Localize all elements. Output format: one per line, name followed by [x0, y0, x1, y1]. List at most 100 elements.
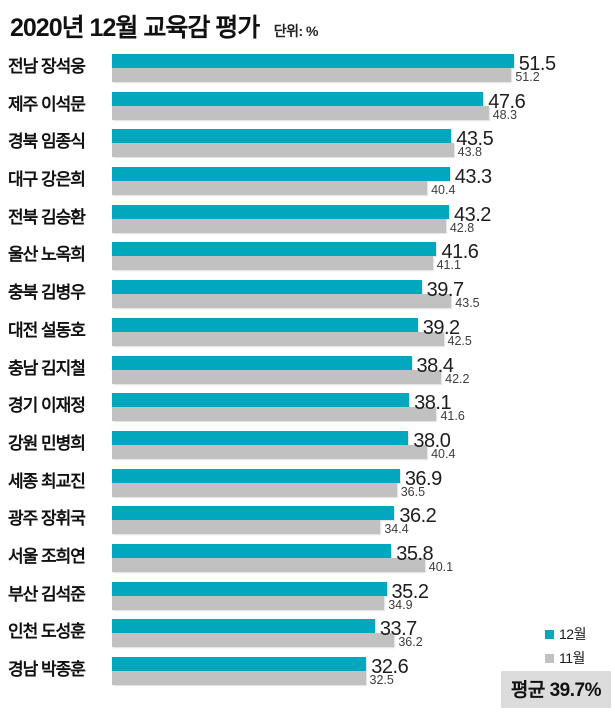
november-bar-line: 42.5 [112, 331, 472, 348]
november-value: 42.8 [449, 220, 475, 235]
november-value: 42.2 [445, 371, 470, 386]
november-bar-line: 48.3 [112, 105, 525, 122]
november-bar-line: 32.5 [112, 671, 408, 687]
november-bar-line: 43.5 [112, 294, 480, 310]
chart-row: 광주 장휘국 36.2 34.4 [0, 502, 615, 540]
row-bars: 47.6 48.3 [112, 90, 526, 122]
row-label: 대구 강은희 [8, 170, 86, 190]
november-bar-line: 41.1 [112, 256, 478, 273]
december-value: 33.7 [379, 618, 417, 641]
row-bars: 43.3 40.4 [112, 167, 492, 197]
november-bar-line: 41.6 [112, 407, 465, 424]
december-value: 47.6 [488, 90, 526, 113]
row-bars: 36.9 36.5 [112, 468, 442, 499]
november-swatch-icon [545, 654, 554, 663]
row-bars: 38.0 40.4 [112, 429, 456, 461]
row-label: 강원 민병희 [8, 433, 86, 453]
chart-row: 세종 최교진 36.9 36.5 [0, 465, 615, 503]
december-value: 38.0 [413, 429, 451, 452]
december-bar [112, 581, 387, 596]
november-bar [112, 407, 437, 422]
december-bar-line: 43.2 [112, 204, 491, 225]
december-bar-line: 38.4 [112, 354, 470, 377]
november-value: 34.4 [384, 522, 409, 537]
average-badge: 평균 39.7% [500, 671, 611, 708]
december-bar-line: 35.8 [112, 542, 453, 565]
november-bar [112, 256, 433, 271]
chart-row: 울산 노옥희 41.6 41.1 [0, 238, 615, 276]
november-bar [112, 218, 446, 233]
chart-rows: 전남 장석웅 51.5 51.2 제주 이석문 47.6 [0, 50, 615, 691]
row-bars: 35.8 40.1 [112, 542, 453, 574]
row-label: 서울 조희연 [8, 546, 86, 566]
row-label: 경기 이재정 [8, 396, 86, 416]
chart-row: 제주 이석문 47.6 48.3 [0, 88, 615, 126]
november-bar-line: 36.5 [112, 482, 442, 499]
december-bar [112, 468, 400, 483]
december-bar [112, 657, 367, 671]
december-value: 35.8 [396, 542, 434, 565]
chart-row: 대전 설동호 39.2 42.5 [0, 314, 615, 352]
november-value: 48.3 [492, 107, 518, 122]
row-label: 전북 김승환 [8, 207, 86, 227]
december-bar-line: 39.7 [112, 280, 480, 300]
november-bar [112, 595, 385, 610]
december-bar-line: 38.1 [112, 393, 465, 413]
december-bar [112, 506, 395, 521]
december-bar [112, 280, 422, 295]
december-bar [112, 129, 452, 144]
november-bar [112, 369, 442, 384]
december-value: 51.5 [518, 53, 556, 75]
december-bar [112, 91, 484, 106]
december-bar-line: 36.2 [112, 505, 437, 528]
december-bar-line: 39.2 [112, 317, 472, 338]
november-bar-line: 40.4 [112, 181, 492, 197]
chart-row: 강원 민병희 38.0 40.4 [0, 427, 615, 465]
november-bar-line: 40.1 [112, 557, 453, 574]
november-value: 32.5 [369, 673, 394, 687]
november-value: 51.2 [515, 70, 540, 84]
chart-row: 충남 김지철 38.4 42.2 [0, 352, 615, 390]
december-bar-line: 51.5 [112, 53, 556, 75]
november-bar-line: 34.4 [112, 520, 436, 537]
november-bar [112, 294, 452, 309]
december-value: 38.4 [416, 354, 454, 377]
november-bar [112, 520, 381, 535]
december-bar-line: 47.6 [112, 90, 526, 113]
chart-row: 충북 김병우 39.7 43.5 [0, 276, 615, 314]
december-value: 35.2 [391, 580, 429, 603]
row-bars: 43.5 43.8 [112, 129, 494, 160]
december-bar-line: 43.5 [112, 129, 494, 149]
november-value: 36.2 [398, 635, 423, 650]
row-label: 충남 김지철 [8, 358, 86, 378]
december-bar-line: 41.6 [112, 242, 479, 262]
november-bar [112, 633, 395, 648]
november-value: 41.1 [436, 258, 461, 273]
december-bar [112, 54, 514, 68]
november-bar [112, 105, 489, 120]
row-bars: 39.7 43.5 [112, 280, 480, 310]
row-label: 세종 최교진 [8, 471, 86, 491]
december-bar [112, 204, 449, 219]
december-bar-line: 32.6 [112, 657, 409, 677]
row-label: 전남 장석웅 [8, 57, 86, 76]
chart-row: 경남 박종훈 32.6 32.5 [0, 653, 615, 691]
legend-item-december: 12월 [545, 627, 586, 642]
november-bar [112, 557, 425, 572]
november-bar-line: 40.4 [112, 444, 456, 461]
legend-item-november: 11월 [545, 651, 586, 666]
december-value: 36.2 [399, 505, 437, 528]
november-bar [112, 331, 444, 346]
november-value: 43.8 [457, 145, 482, 160]
november-bar [112, 68, 512, 82]
row-label: 충북 김병우 [8, 283, 86, 303]
november-value: 41.6 [440, 409, 465, 424]
december-bar [112, 355, 412, 370]
november-value: 40.4 [431, 446, 456, 461]
row-bars: 41.6 41.1 [112, 242, 479, 273]
november-bar-line: 42.2 [112, 369, 470, 386]
november-bar-line: 42.8 [112, 218, 491, 235]
chart-row: 경기 이재정 38.1 41.6 [0, 389, 615, 427]
row-bars: 32.6 32.5 [112, 657, 409, 687]
